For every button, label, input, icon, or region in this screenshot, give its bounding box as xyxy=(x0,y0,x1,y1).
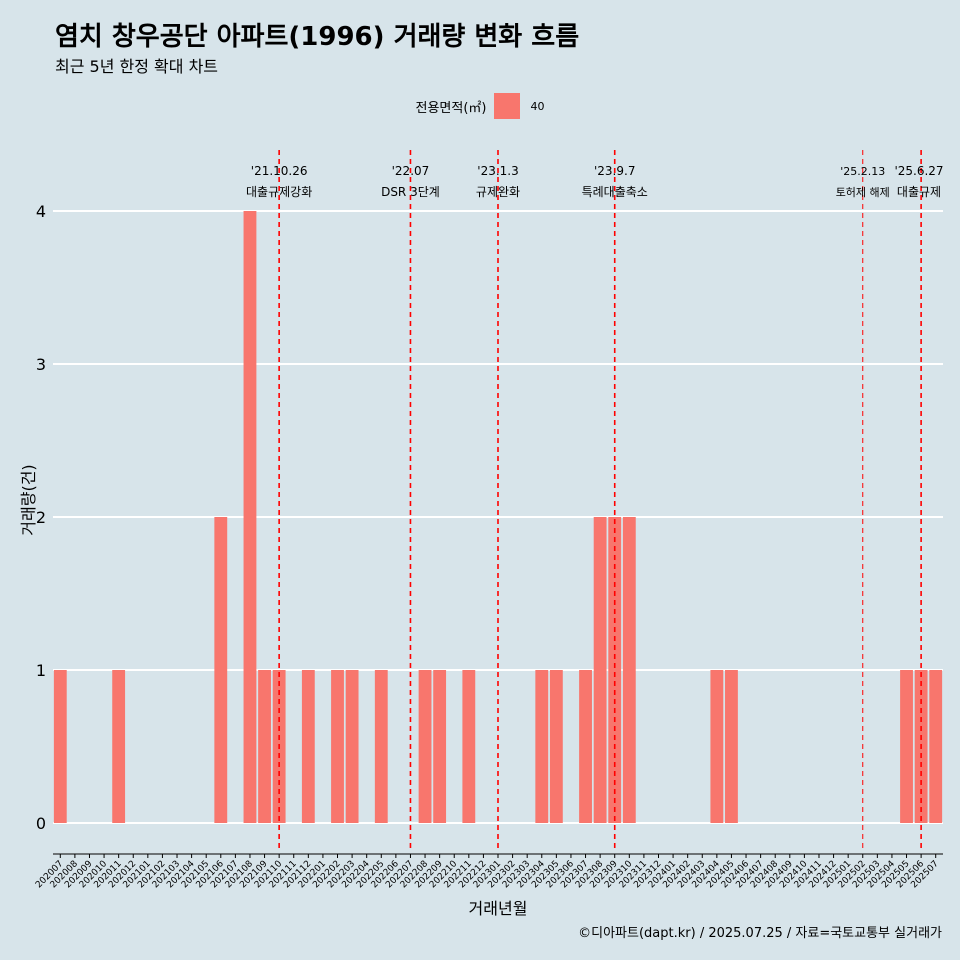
bar xyxy=(112,670,126,823)
event-label: DSR 3단계 xyxy=(381,185,440,199)
event-label: 대출규제 xyxy=(897,185,941,199)
bar xyxy=(345,670,359,823)
bar xyxy=(725,670,738,823)
bar xyxy=(593,517,607,823)
bar xyxy=(710,670,724,823)
bar xyxy=(462,670,476,823)
event-date-label: '25.6.27 xyxy=(894,164,943,178)
event-date-label: '22.07 xyxy=(392,164,430,178)
event-label: 대출규제강화 xyxy=(246,185,312,199)
y-axis-title: 거래량(건) xyxy=(19,464,38,535)
bar xyxy=(331,670,344,823)
legend-swatch xyxy=(494,93,521,119)
y-tick-label: 2 xyxy=(36,508,46,527)
event-label: 규제완화 xyxy=(476,185,520,199)
event-date-label: '23.9.7 xyxy=(594,164,635,178)
bar xyxy=(418,670,432,823)
bar xyxy=(214,517,228,823)
bar xyxy=(622,517,636,823)
bar xyxy=(258,670,271,823)
legend: 전용면적(㎡) 40 xyxy=(0,93,960,119)
bar xyxy=(374,670,388,823)
y-tick-label: 1 xyxy=(36,661,46,680)
legend-title: 전용면적(㎡) xyxy=(415,100,487,116)
x-axis-title: 거래년월 xyxy=(469,899,528,918)
bar xyxy=(608,517,622,823)
y-tick-label: 0 xyxy=(36,814,46,833)
chart-subtitle: 최근 5년 한정 확대 차트 xyxy=(55,57,219,76)
event-date-label: '25.2.13 xyxy=(840,165,885,178)
legend-entry: 40 xyxy=(530,99,545,113)
event-date-label: '21.10.26 xyxy=(251,164,308,178)
bar xyxy=(433,670,447,823)
bar xyxy=(535,670,549,823)
bar xyxy=(900,670,913,823)
bar xyxy=(53,670,67,823)
chart-title: 염치 창우공단 아파트(1996) 거래량 변화 흐름 xyxy=(55,22,580,52)
event-label: 특례대출축소 xyxy=(582,185,648,199)
bar xyxy=(301,670,315,823)
source-caption: ©디아파트(dapt.kr) / 2025.07.25 / 자료=국토교통부 실… xyxy=(578,926,942,941)
bar xyxy=(549,670,563,823)
event-label: 토허제 해제 xyxy=(836,185,890,199)
bar xyxy=(579,670,592,823)
event-date-label: '23.1.3 xyxy=(477,164,518,178)
bar xyxy=(243,211,257,823)
bar xyxy=(929,670,943,823)
y-tick-label: 4 xyxy=(36,202,46,221)
y-tick-label: 3 xyxy=(36,355,46,374)
